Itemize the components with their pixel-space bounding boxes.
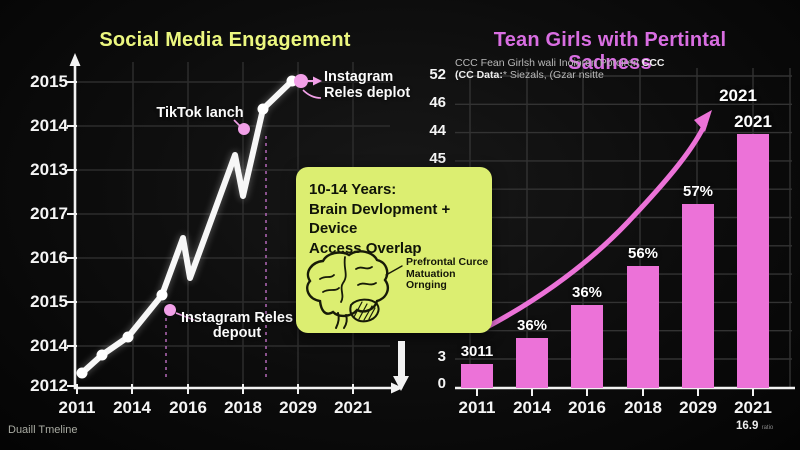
y-axis-arrowhead xyxy=(69,53,81,66)
bar xyxy=(571,305,603,388)
annotation-instagram-deploy: Instagram Reles deplot xyxy=(324,69,411,101)
left-x-tick-label: 2018 xyxy=(224,398,262,417)
left-y-tick-label: 2014 xyxy=(30,336,68,355)
growth-arrow xyxy=(484,121,708,330)
bar-value-label: 56% xyxy=(627,245,659,262)
left-x-tick-label: 2014 xyxy=(113,398,151,417)
left-y-tick-label: 2012 xyxy=(30,376,68,395)
annotation-connector xyxy=(175,312,195,321)
left-y-tick-label: 2014 xyxy=(30,116,68,135)
annotation-connector xyxy=(302,89,322,99)
right-y-tick-label: 45 xyxy=(429,150,446,167)
left-y-tick-label: 2017 xyxy=(30,204,68,223)
subtitle-line-1: CCC Fean Girlsh wali Inoioren Porcirerl … xyxy=(455,57,665,69)
data-point-dot xyxy=(96,349,108,361)
bar xyxy=(516,338,548,388)
left-y-tick-label: 2015 xyxy=(30,292,68,311)
brain-icon xyxy=(306,250,403,329)
bar-value-label: 3011 xyxy=(460,343,494,360)
bar-value-label: 36% xyxy=(571,284,603,301)
right-x-tick-label: 2014 xyxy=(513,398,551,417)
right-x-tick-label: 2018 xyxy=(624,398,662,417)
data-point-dot xyxy=(122,331,134,343)
bar xyxy=(737,134,769,388)
bar-value-label: 36% xyxy=(516,317,548,334)
annotation-tiktok-launch: TikTok lanch xyxy=(156,105,244,121)
left-y-tick-label: 2015 xyxy=(30,72,68,91)
data-point-dot xyxy=(156,289,168,301)
bar xyxy=(627,266,659,388)
data-point-dot xyxy=(76,367,88,379)
left-x-tick-label: 2011 xyxy=(58,398,96,417)
data-point-dot xyxy=(257,103,269,115)
growth-arrowhead xyxy=(694,110,712,132)
brain-note: Prefrontal Curce Matuation Ornging xyxy=(406,256,489,291)
annotation-instagram-debut: Instagram Reles depout xyxy=(180,310,294,341)
right-chart-subtitle: CCC Fean Girlsh wali Inoioren Porcirerl … xyxy=(455,57,755,81)
bar-value-label: 2021 xyxy=(734,112,772,131)
aspect-ratio-label: 16.9 ratio xyxy=(736,420,774,432)
right-x-tick-label: 2029 xyxy=(679,398,717,417)
right-y-tick-label: 46 xyxy=(429,94,446,111)
annotation-arrowhead xyxy=(313,76,322,86)
down-arrow-icon xyxy=(393,341,409,393)
right-x-tick-label: 2021 xyxy=(734,398,772,417)
annotation-connector xyxy=(233,119,242,128)
left-x-tick-label: 2021 xyxy=(334,398,372,417)
left-x-tick-label: 2016 xyxy=(169,398,207,417)
left-x-tick-label: 2029 xyxy=(279,398,317,417)
right-x-tick-label: 2016 xyxy=(568,398,606,417)
bar xyxy=(461,364,493,388)
right-y-tick-label: 3 xyxy=(437,348,446,365)
engagement-line xyxy=(79,78,304,376)
bar-value-label: 57% xyxy=(682,183,714,200)
footer-caption: Duaill Tmeline xyxy=(8,424,78,436)
arrow-tip-label: 2021 xyxy=(719,86,757,105)
right-y-tick-label: 44 xyxy=(429,122,446,139)
right-y-tick-label: 0 xyxy=(437,375,446,392)
bar xyxy=(682,204,714,388)
subtitle-line-2: (CC Data:* Siezals, (Gzar nsitte xyxy=(455,69,604,81)
right-chart-title: Tean Girls with Pertintal Sadness xyxy=(493,29,727,74)
right-y-tick-label: 52 xyxy=(429,66,446,83)
left-chart-title: Social Media Engagement xyxy=(99,29,351,51)
annotation-dot-instagram-deploy xyxy=(294,74,308,88)
callout-brain-overlap: 10-14 Years: Brain Devlopment + Device A… xyxy=(296,167,492,333)
left-y-tick-label: 2016 xyxy=(30,248,68,267)
left-y-tick-label: 2013 xyxy=(30,160,68,179)
callout-heading: 10-14 Years: Brain Devlopment + Device A… xyxy=(309,181,451,257)
annotation-dot-instagram-debut xyxy=(164,304,176,316)
right-x-tick-label: 2011 xyxy=(458,398,496,417)
